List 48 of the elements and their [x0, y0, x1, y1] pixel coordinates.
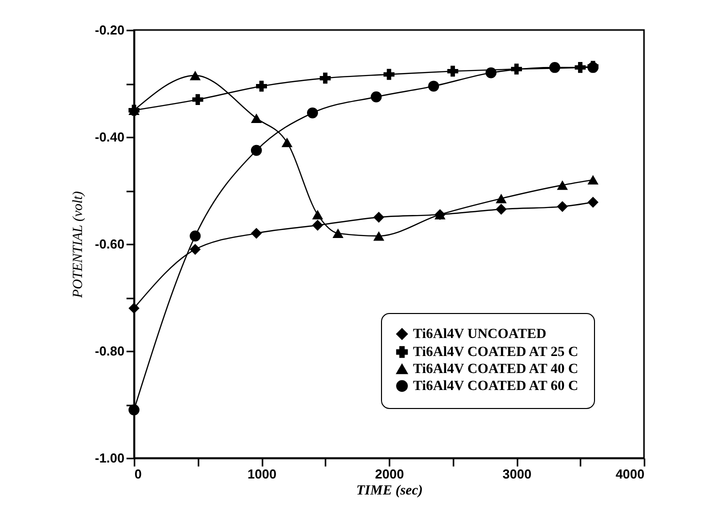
point [574, 62, 586, 73]
point [370, 91, 382, 102]
point [496, 194, 507, 204]
point [256, 80, 267, 92]
y-axis-title: POTENTIAL (volt) [70, 190, 86, 299]
point [588, 175, 598, 185]
y-tick-label: -0.80 [94, 344, 124, 358]
point [312, 210, 324, 220]
legend-label: Ti6Al4V UNCOATED [413, 327, 546, 342]
point [190, 70, 201, 80]
point [556, 180, 568, 190]
point [447, 66, 458, 77]
y-tick-label: -0.60 [94, 236, 124, 252]
point [128, 302, 140, 314]
legend-label: Ti6Al4V COATED AT 60 C [413, 379, 578, 394]
x-tick-label: 2000 [375, 466, 404, 482]
point [496, 204, 507, 215]
point [282, 138, 292, 148]
legend-label: Ti6Al4V COATED AT 40 C [413, 362, 578, 377]
point [332, 228, 344, 238]
point [320, 72, 331, 84]
point [373, 212, 384, 223]
legend-label: Ti6Al4V COATED AT 25 C [413, 345, 578, 360]
point [250, 228, 262, 239]
x-tick-label: 1000 [248, 466, 276, 482]
point [250, 144, 262, 156]
y-tick-label: -0.20 [94, 22, 124, 38]
x-axis-title: TIME (sec) [356, 484, 423, 498]
point [486, 67, 496, 78]
point [312, 220, 324, 231]
point [128, 404, 140, 416]
point [556, 201, 568, 212]
x-tick-label: 4000 [616, 466, 644, 482]
point [549, 62, 560, 73]
point [428, 80, 440, 92]
point [192, 94, 204, 106]
y-tick-label: -1.00 [94, 450, 124, 466]
point [250, 114, 262, 124]
x-tick-label: 3000 [502, 466, 532, 482]
point [373, 231, 384, 241]
point [384, 68, 394, 80]
y-tick-label: -0.40 [94, 130, 124, 144]
x-tick-label: 0 [134, 466, 142, 482]
point [190, 244, 201, 255]
point [511, 64, 522, 75]
point [588, 196, 598, 208]
point [307, 107, 318, 118]
point [190, 230, 201, 242]
